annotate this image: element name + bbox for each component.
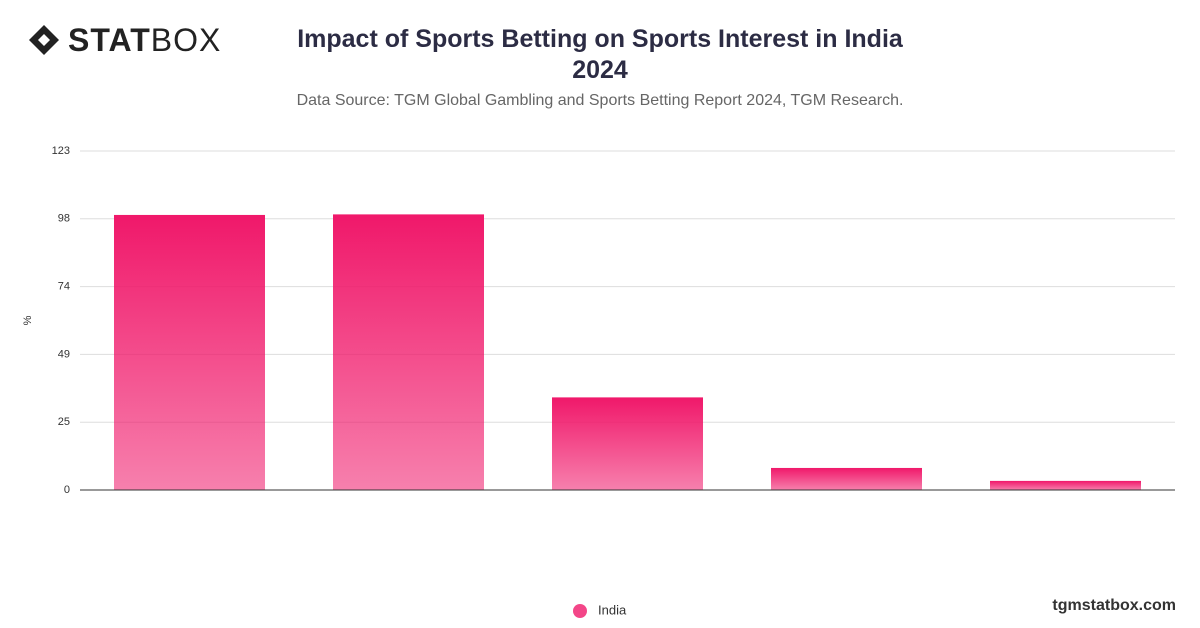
y-tick-label: 74: [58, 281, 70, 293]
chart-subtitle: Data Source: TGM Global Gambling and Spo…: [296, 92, 904, 109]
bar: [114, 214, 265, 490]
bar: [333, 214, 484, 490]
logo-bold: STAT: [68, 22, 151, 58]
y-tick-label: 25: [58, 416, 70, 428]
y-tick-label: 49: [58, 348, 70, 360]
legend-label: India: [598, 602, 627, 617]
logo: STATBOX: [26, 22, 221, 59]
y-tick-label: 123: [52, 145, 70, 157]
logo-icon: [29, 25, 59, 55]
y-tick-label: 0: [64, 484, 70, 496]
logo-light: BOX: [150, 22, 222, 58]
bar: [552, 397, 703, 490]
footer: tgmstatbox.com: [1052, 597, 1176, 614]
bar: [771, 467, 922, 490]
y-tick-label: 98: [58, 213, 70, 225]
bar: [990, 480, 1141, 490]
legend-marker: [573, 604, 587, 618]
chart-title: Impact of Sports Betting on Sports Inter…: [297, 25, 903, 84]
y-axis-label: %: [22, 315, 34, 325]
